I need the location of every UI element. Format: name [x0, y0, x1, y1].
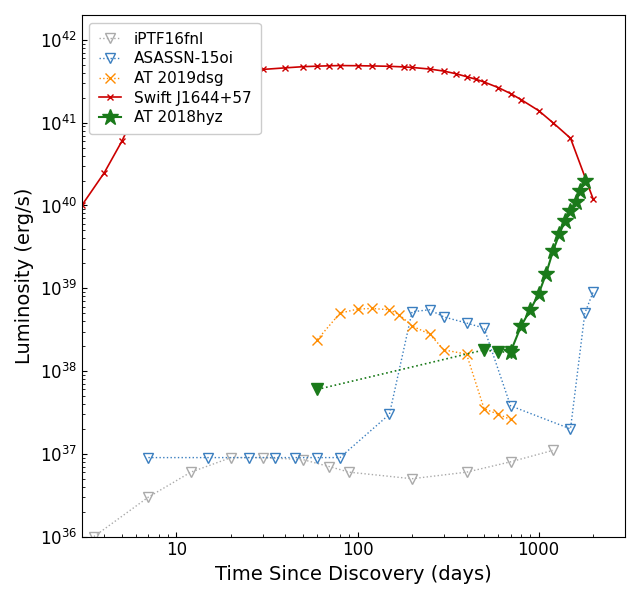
iPTF16fnl	[326, 463, 333, 470]
Swift J1644+57	[495, 84, 502, 91]
ASASSN-15oi	[566, 425, 574, 432]
AT 2019dsg	[480, 405, 488, 412]
AT 2019dsg	[368, 305, 376, 312]
iPTF16fnl	[227, 454, 235, 461]
Swift J1644+57	[336, 62, 344, 69]
AT 2018hyz	[581, 177, 589, 184]
Line: AT 2019dsg: AT 2019dsg	[312, 304, 515, 424]
Swift J1644+57	[452, 70, 460, 77]
ASASSN-15oi	[385, 411, 393, 418]
Swift J1644+57	[118, 137, 126, 144]
Line: Swift J1644+57: Swift J1644+57	[78, 62, 596, 209]
Legend: iPTF16fnl, ASASSN-15oi, AT 2019dsg, Swift J1644+57, AT 2018hyz: iPTF16fnl, ASASSN-15oi, AT 2019dsg, Swif…	[90, 23, 260, 134]
AT 2019dsg	[495, 411, 502, 418]
AT 2019dsg	[314, 336, 321, 343]
AT 2018hyz	[572, 198, 579, 205]
Swift J1644+57	[326, 62, 333, 69]
iPTF16fnl	[346, 468, 353, 476]
iPTF16fnl	[259, 454, 267, 461]
iPTF16fnl	[145, 494, 152, 501]
ASASSN-15oi	[480, 325, 488, 332]
Swift J1644+57	[354, 62, 362, 69]
AT 2019dsg	[354, 305, 362, 313]
AT 2019dsg	[440, 346, 448, 353]
iPTF16fnl	[408, 475, 416, 482]
X-axis label: Time Since Discovery (days): Time Since Discovery (days)	[215, 565, 492, 584]
AT 2019dsg	[426, 331, 433, 338]
Swift J1644+57	[426, 65, 433, 72]
Swift J1644+57	[385, 63, 393, 70]
iPTF16fnl	[549, 447, 557, 454]
AT 2018hyz	[527, 306, 534, 313]
Swift J1644+57	[299, 63, 307, 70]
ASASSN-15oi	[463, 319, 470, 326]
ASASSN-15oi	[408, 308, 416, 315]
iPTF16fnl	[463, 468, 470, 476]
AT 2018hyz	[577, 187, 584, 195]
AT 2018hyz	[535, 291, 543, 298]
AT 2019dsg	[385, 306, 393, 313]
AT 2019dsg	[507, 416, 515, 423]
Swift J1644+57	[535, 107, 543, 114]
Swift J1644+57	[100, 169, 108, 176]
Line: ASASSN-15oi: ASASSN-15oi	[143, 287, 598, 462]
Y-axis label: Luminosity (erg/s): Luminosity (erg/s)	[15, 187, 34, 364]
iPTF16fnl	[187, 468, 195, 476]
AT 2018hyz	[556, 231, 563, 238]
ASASSN-15oi	[507, 402, 515, 409]
ASASSN-15oi	[336, 454, 344, 461]
ASASSN-15oi	[205, 454, 212, 461]
AT 2018hyz	[561, 217, 569, 225]
ASASSN-15oi	[426, 306, 433, 313]
iPTF16fnl	[299, 456, 307, 463]
ASASSN-15oi	[244, 454, 252, 461]
Swift J1644+57	[408, 64, 416, 71]
Swift J1644+57	[589, 195, 597, 202]
Swift J1644+57	[244, 68, 252, 75]
iPTF16fnl	[507, 458, 515, 465]
AT 2019dsg	[408, 322, 416, 329]
Swift J1644+57	[205, 72, 212, 79]
AT 2019dsg	[463, 350, 470, 358]
Swift J1644+57	[566, 135, 574, 142]
AT 2018hyz	[549, 247, 557, 255]
ASASSN-15oi	[271, 454, 279, 461]
Swift J1644+57	[400, 63, 408, 71]
Swift J1644+57	[132, 107, 140, 114]
Swift J1644+57	[314, 62, 321, 69]
AT 2019dsg	[396, 311, 403, 318]
Swift J1644+57	[145, 94, 152, 101]
Swift J1644+57	[187, 75, 195, 82]
AT 2018hyz	[566, 208, 574, 215]
Swift J1644+57	[440, 68, 448, 75]
ASASSN-15oi	[581, 310, 589, 317]
Swift J1644+57	[227, 69, 235, 77]
Line: iPTF16fnl: iPTF16fnl	[89, 446, 558, 541]
Swift J1644+57	[259, 66, 267, 73]
ASASSN-15oi	[291, 454, 299, 461]
Swift J1644+57	[480, 78, 488, 86]
ASASSN-15oi	[440, 313, 448, 320]
Swift J1644+57	[517, 96, 525, 103]
ASASSN-15oi	[145, 454, 152, 461]
Swift J1644+57	[368, 62, 376, 69]
AT 2018hyz	[507, 349, 515, 356]
Swift J1644+57	[549, 119, 557, 126]
Swift J1644+57	[282, 64, 289, 71]
Swift J1644+57	[507, 90, 515, 97]
AT 2018hyz	[542, 270, 550, 277]
ASASSN-15oi	[314, 454, 321, 461]
Swift J1644+57	[463, 73, 470, 80]
Swift J1644+57	[472, 75, 479, 83]
AT 2019dsg	[336, 310, 344, 317]
Swift J1644+57	[155, 86, 163, 93]
iPTF16fnl	[90, 533, 98, 540]
ASASSN-15oi	[589, 289, 597, 296]
AT 2018hyz	[517, 322, 525, 329]
Line: AT 2018hyz: AT 2018hyz	[502, 173, 593, 360]
Swift J1644+57	[78, 202, 86, 209]
Swift J1644+57	[173, 80, 180, 87]
